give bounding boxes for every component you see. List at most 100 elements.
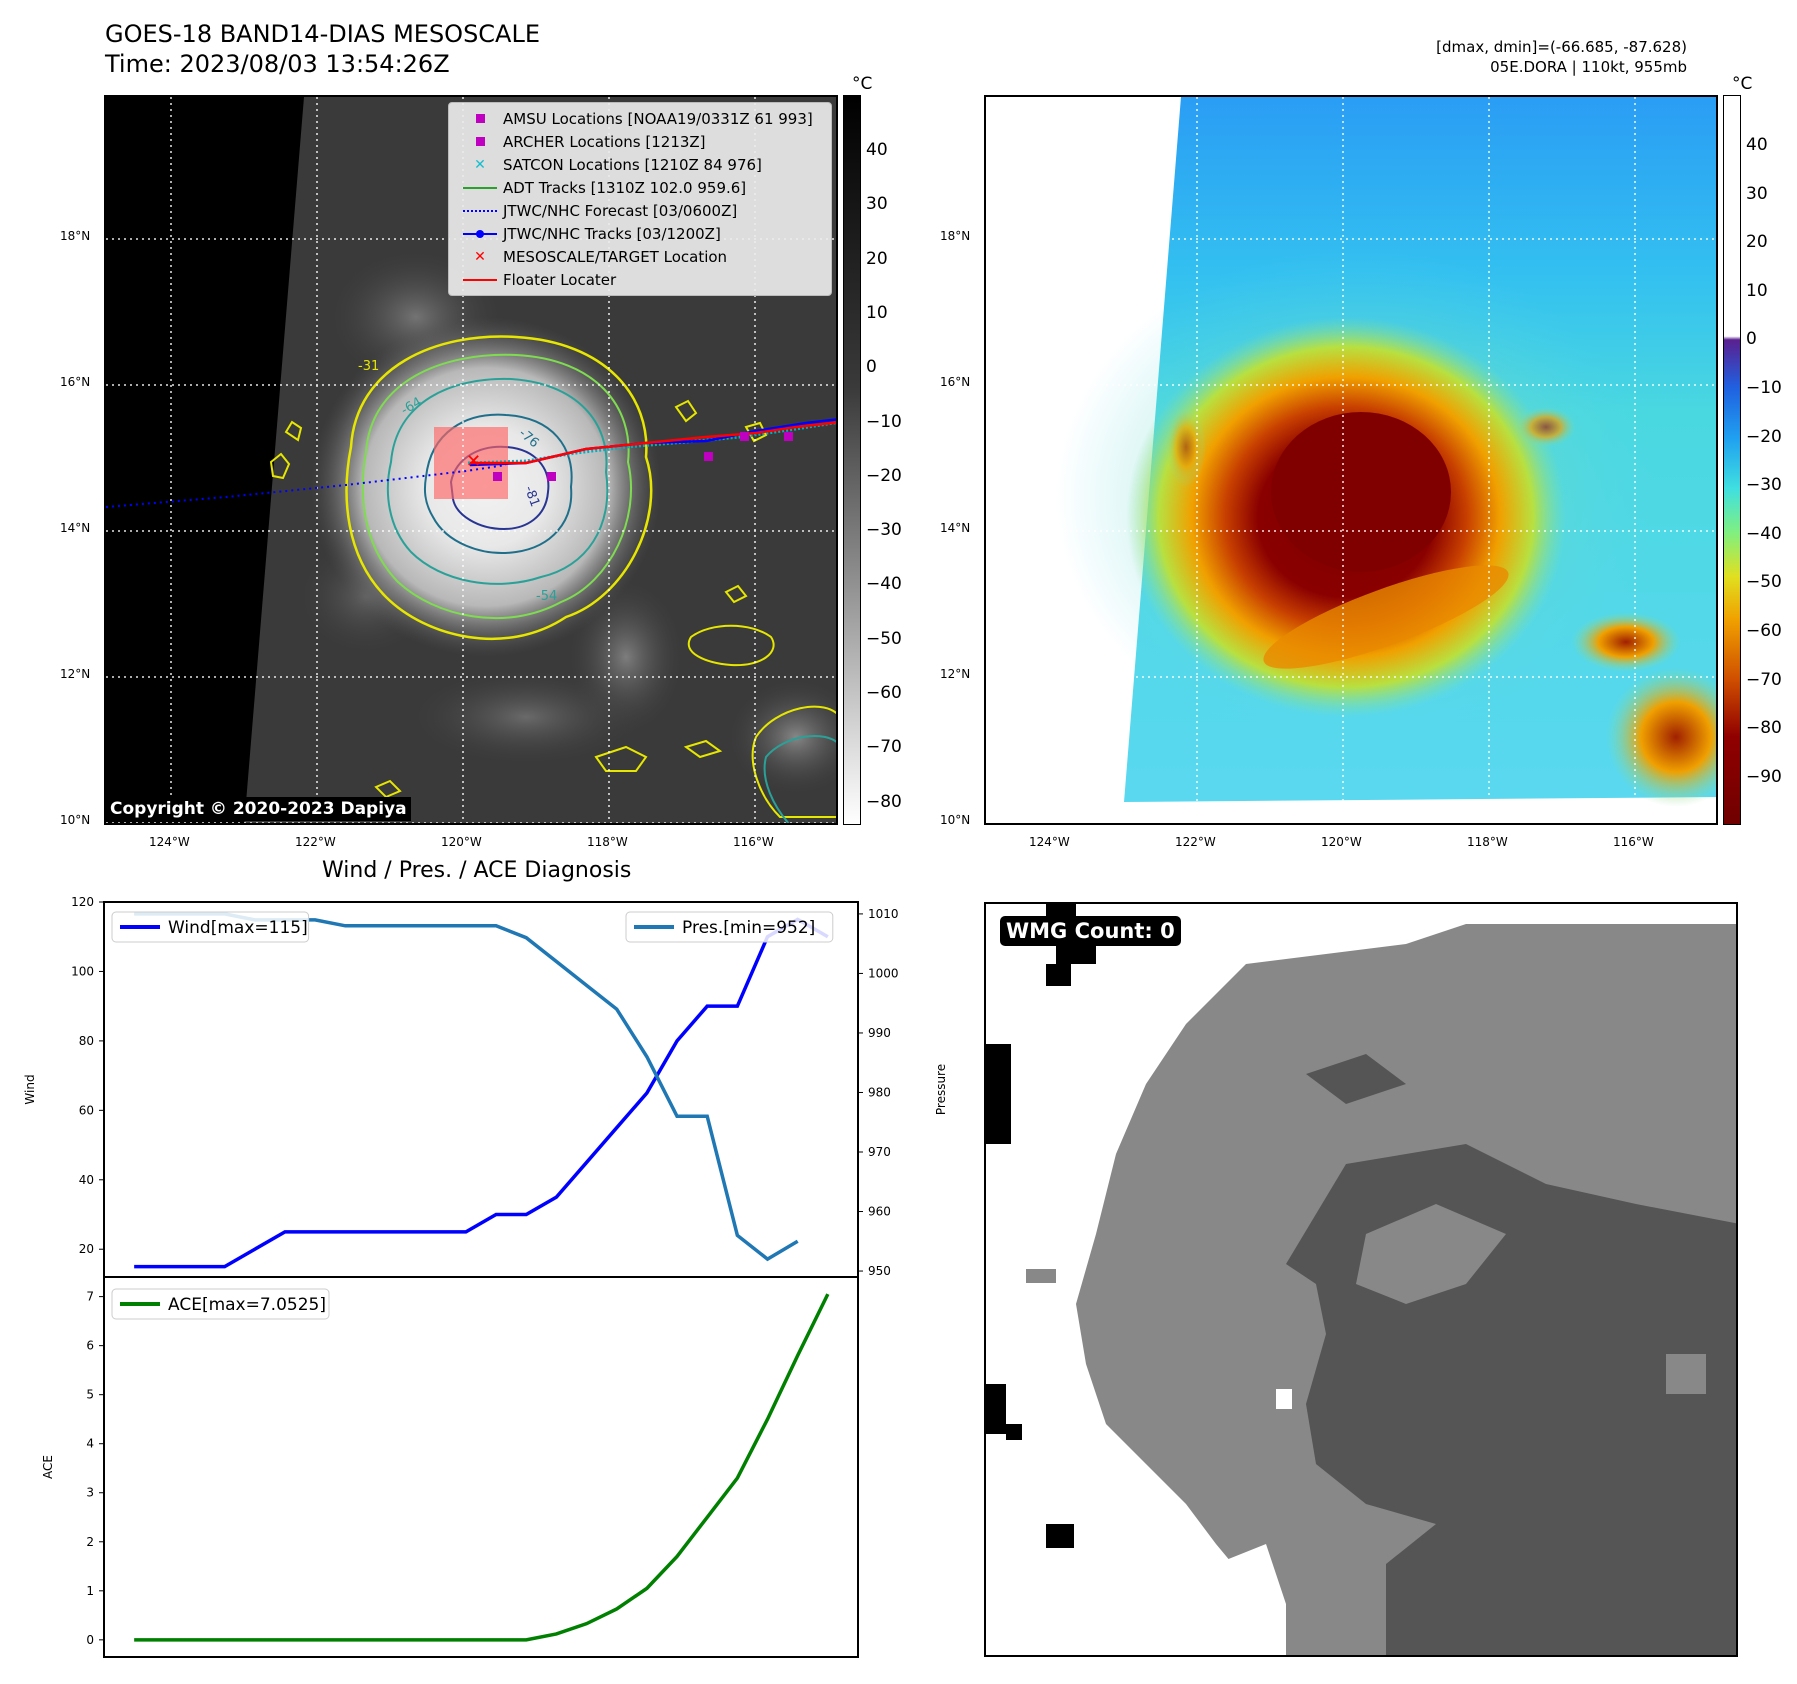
ir-legend: AMSU Locations [NOAA19/0331Z 61 993] ARCH… [448, 102, 832, 296]
colorbar-tick-label: −10 [1746, 378, 1782, 398]
legend-symbol [457, 114, 503, 123]
contour-label: -31 [358, 359, 380, 374]
lon-tick-label: 116°W [733, 835, 774, 849]
wmg-image [986, 904, 1736, 1655]
colorbar-tick-label: 30 [866, 194, 888, 215]
legend-symbol [457, 209, 503, 212]
lon-tick-label: 124°W [1029, 835, 1070, 849]
y-tick-label: 100 [71, 964, 94, 978]
legend-symbol: ✕ [474, 156, 486, 173]
lat-tick-label: 10°N [60, 813, 91, 827]
y-right-tick-label: 960 [868, 1205, 891, 1219]
legend-label: ACE[max=7.0525] [168, 1295, 326, 1315]
wind-chart-frame [103, 901, 859, 1278]
colorbar-tick-label: −20 [1746, 426, 1782, 447]
lon-tick-label: 120°W [1321, 835, 1362, 849]
ace-series-line [134, 1293, 830, 1642]
y-right-tick-label: 970 [868, 1145, 891, 1159]
y-tick-label: 2 [86, 1535, 94, 1549]
legend-entry: AMSU Locations [NOAA19/0331Z 61 993] [457, 107, 823, 130]
lat-tick-label: 12°N [940, 667, 971, 681]
lon-tick-label: 120°W [441, 835, 482, 849]
y-tick-label: 80 [79, 1034, 94, 1048]
lat-tick-label: 14°N [60, 521, 91, 535]
lat-tick-label: 18°N [60, 229, 91, 243]
lon-tick-label: 122°W [1175, 835, 1216, 849]
colorbar-tick-label: −40 [866, 574, 902, 595]
legend-symbol [457, 229, 503, 238]
y-tick-label: 5 [86, 1388, 94, 1402]
enhanced-map-panel [984, 95, 1718, 825]
legend-entry: ADT Tracks [1310Z 102.0 959.6] [457, 176, 823, 199]
legend-entry: Floater Locater [457, 268, 823, 291]
y-right-tick-label: 1010 [868, 907, 899, 921]
colorbar-tick-label: 40 [1746, 135, 1768, 155]
lon-tick-label: 124°W [149, 835, 190, 849]
y-tick-label: 4 [86, 1437, 94, 1451]
lat-tick-label: 14°N [940, 521, 971, 535]
legend-entry: ARCHER Locations [1213Z] [457, 130, 823, 153]
colorbar-tick-label: −90 [1746, 766, 1782, 787]
enhanced-map-image [986, 97, 1716, 823]
y-tick-label: 7 [86, 1290, 94, 1304]
wmg-count-badge: WMG Count: 0 [1000, 916, 1181, 946]
legend-box [111, 1288, 330, 1320]
ir-colorbar-unit: °C [852, 74, 873, 94]
lat-tick-label: 18°N [940, 229, 971, 243]
colorbar-tick-label: 10 [1746, 280, 1768, 301]
legend-label: ADT Tracks [1310Z 102.0 959.6] [503, 178, 747, 197]
lat-tick-label: 12°N [60, 667, 91, 681]
colorbar-tick-label: −20 [866, 465, 902, 486]
colorbar-tick-label: −30 [866, 520, 902, 541]
copyright-label: Copyright © 2020-2023 Dapiya [106, 797, 411, 821]
figure-time: Time: 2023/08/03 13:54:26Z [105, 50, 450, 78]
y-right-tick-label: 1000 [868, 966, 899, 980]
colorbar-tick-label: −80 [866, 791, 902, 812]
legend-label: Wind[max=115] [168, 918, 308, 938]
lon-tick-label: 116°W [1613, 835, 1654, 849]
wind-series-line [134, 917, 829, 1269]
y-tick-label: 60 [79, 1103, 94, 1117]
colorbar-tick-label: −70 [1746, 669, 1782, 690]
colorbar-tick-label: −50 [1746, 572, 1782, 593]
legend-symbol [457, 186, 503, 189]
colorbar-tick-label: 10 [866, 302, 888, 323]
colorbar-tick-label: 20 [866, 248, 888, 269]
legend-label: MESOSCALE/TARGET Location [503, 247, 728, 266]
legend-box [625, 911, 834, 943]
ace-chart-frame [103, 1276, 859, 1658]
lat-tick-label: 10°N [940, 813, 971, 827]
y-right-tick-label: 990 [868, 1026, 891, 1040]
legend-label: Floater Locater [503, 270, 617, 289]
colorbar-tick-label: −80 [1746, 718, 1782, 739]
colorbar-tick-label: 0 [1746, 329, 1757, 350]
ir-map-image: ✕ [106, 97, 836, 823]
enhanced-colorbar-unit: °C [1732, 74, 1753, 94]
legend-label: SATCON Locations [1210Z 84 976] [503, 155, 762, 174]
wind-axis-label: Wind [23, 1074, 37, 1104]
colorbar-tick-label: −40 [1746, 523, 1782, 544]
ir-map-panel: ✕ -31 -54 -64 -76 -81 AMSU Locations [NO… [104, 95, 838, 825]
legend-box [111, 911, 310, 943]
y-tick-label: 0 [86, 1633, 94, 1647]
colorbar-tick-label: −70 [866, 737, 902, 758]
colorbar-tick-label: −10 [866, 411, 902, 432]
legend-entry: ✕ SATCON Locations [1210Z 84 976] [457, 153, 823, 176]
legend-symbol [457, 137, 503, 146]
legend-entry: JTWC/NHC Tracks [03/1200Z] [457, 222, 823, 245]
y-tick-label: 120 [71, 895, 94, 909]
colorbar-tick-label: 20 [1746, 232, 1768, 253]
colorbar-tick-label: −30 [1746, 475, 1782, 496]
dmax-dmin-readout: [dmax, dmin]=(-66.685, -87.628) [1436, 38, 1687, 56]
ace-axis-label: ACE [41, 1455, 55, 1479]
lon-tick-label: 118°W [1467, 835, 1508, 849]
colorbar-tick-label: 0 [866, 357, 877, 378]
legend-entry: JTWC/NHC Forecast [03/0600Z] [457, 199, 823, 222]
y-tick-label: 1 [86, 1584, 94, 1598]
figure-title: GOES-18 BAND14-DIAS MESOSCALE [105, 20, 541, 48]
legend-label: ARCHER Locations [1213Z] [503, 132, 706, 151]
svg-text:✕: ✕ [466, 451, 481, 472]
legend-label: AMSU Locations [NOAA19/0331Z 61 993] [503, 109, 813, 128]
colorbar-tick-label: 30 [1746, 183, 1768, 204]
